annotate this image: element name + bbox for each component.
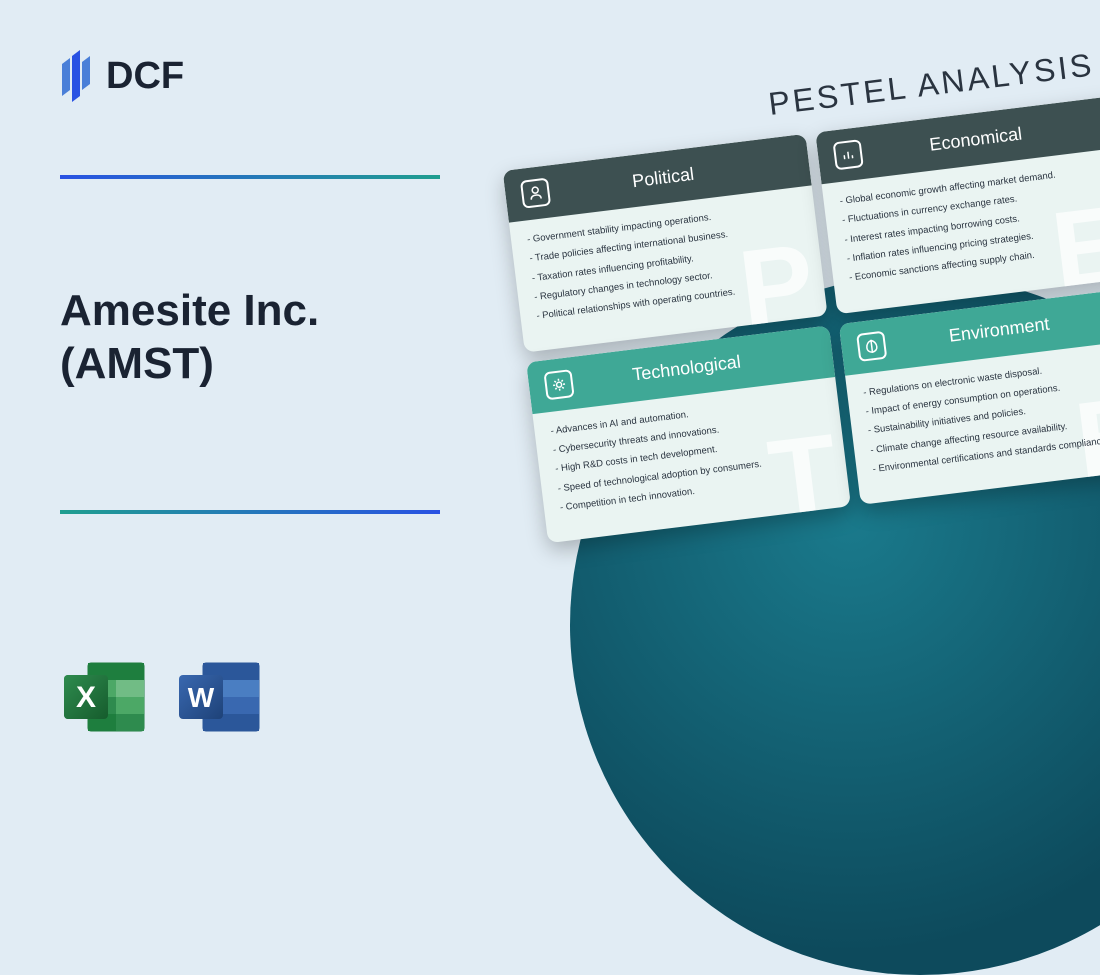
divider-bottom: [60, 510, 440, 514]
leaf-icon: [856, 330, 887, 361]
excel-icon[interactable]: X: [60, 655, 150, 745]
pestel-analysis: PESTEL ANALYSIS Political P - Government…: [496, 44, 1100, 544]
pestel-card-economical: Economical E - Global economic growth af…: [815, 95, 1100, 314]
chart-icon: [833, 139, 864, 170]
file-icons: X W: [60, 655, 265, 745]
logo: DCF: [60, 50, 184, 102]
word-icon[interactable]: W: [175, 655, 265, 745]
title-line1: Amesite Inc.: [60, 285, 319, 338]
pestel-grid: Political P - Government stability impac…: [503, 95, 1100, 543]
svg-text:X: X: [76, 681, 96, 714]
pestel-card-technological: Technological T - Advances in AI and aut…: [526, 325, 851, 544]
card-title: Environment: [896, 307, 1100, 353]
logo-text: DCF: [106, 55, 184, 98]
gear-icon: [543, 369, 574, 400]
card-title: Economical: [873, 116, 1079, 162]
card-title: Political: [560, 155, 766, 201]
divider-top: [60, 175, 440, 179]
title-line2: (AMST): [60, 338, 319, 391]
pestel-card-political: Political P - Government stability impac…: [503, 134, 828, 353]
item-list: - Regulations on electronic waste dispos…: [863, 354, 1100, 476]
person-icon: [520, 178, 551, 209]
svg-text:W: W: [188, 682, 215, 713]
pestel-card-environment: Environment E - Regulations on electroni…: [839, 287, 1100, 506]
logo-icon: [60, 50, 96, 102]
card-title: Technological: [584, 346, 790, 392]
page-title: Amesite Inc. (AMST): [60, 285, 319, 391]
